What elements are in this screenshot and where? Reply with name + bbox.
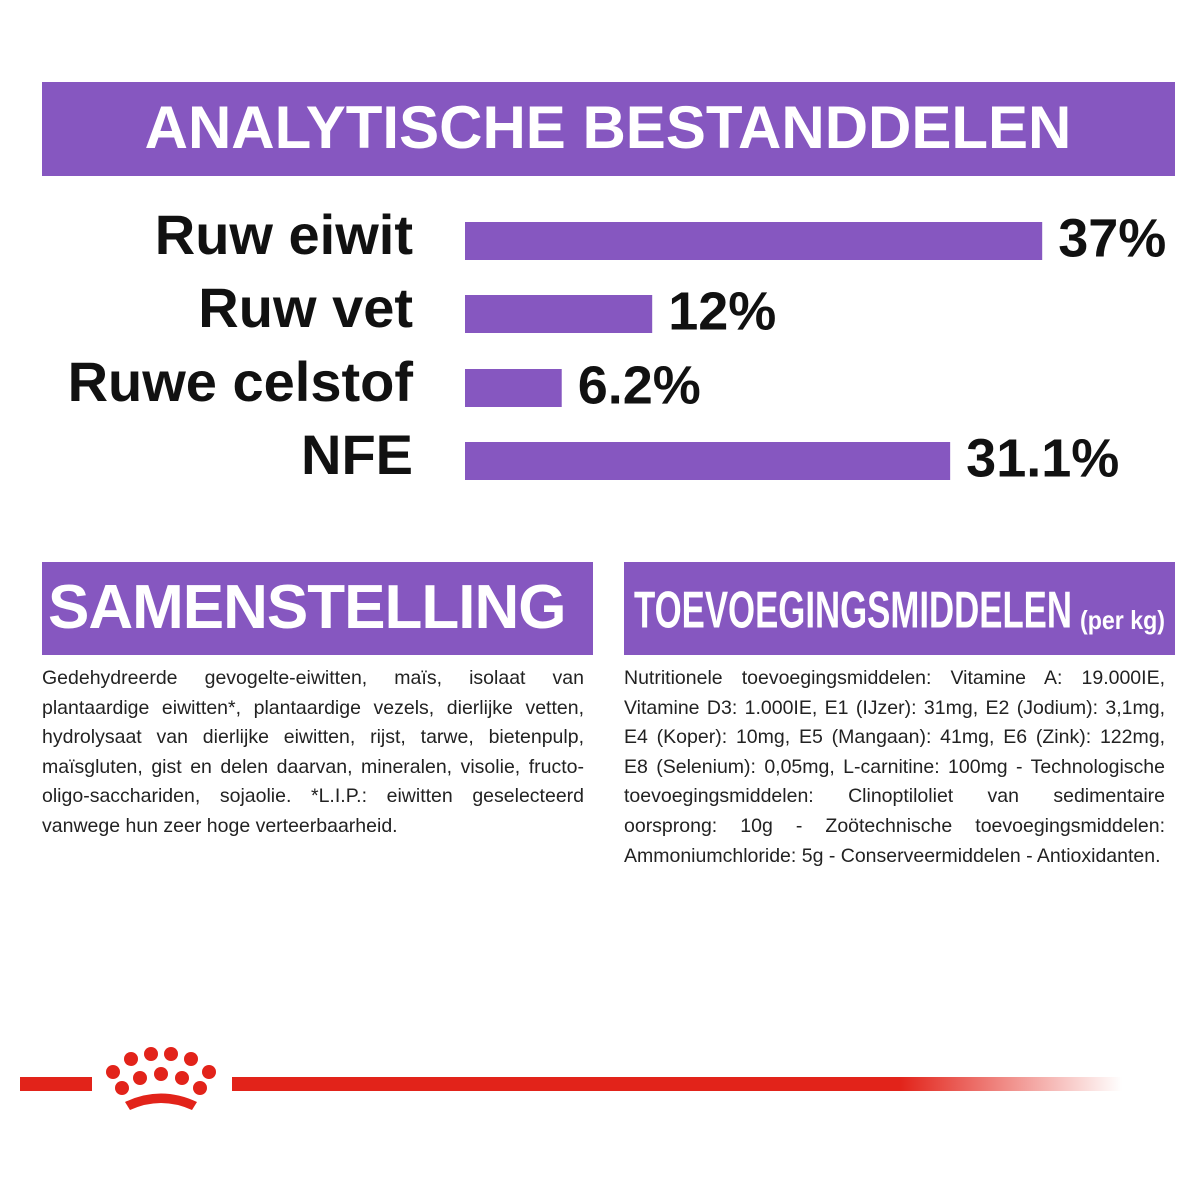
category-label: Ruw vet <box>198 276 413 339</box>
additives-title: TOEVOEGINGSMIDDELEN <box>634 582 1072 640</box>
bar <box>465 369 562 407</box>
category-label: Ruwe celstof <box>68 350 414 413</box>
title-banner <box>42 82 1175 176</box>
value-label: 12% <box>668 281 776 341</box>
value-label: 6.2% <box>578 355 701 415</box>
composition-text: Gedehydreerde gevogelte-eiwitten, maïs, … <box>42 667 584 837</box>
additives-title-svg: TOEVOEGINGSMIDDELEN (per kg) <box>634 582 1165 640</box>
additives-banner: TOEVOEGINGSMIDDELEN (per kg) <box>624 562 1175 655</box>
chart: ANALYTISCHE BESTANDDELEN Ruw eiwit 37% Ruw… <box>42 82 1175 488</box>
bar <box>465 442 951 480</box>
chart-title: ANALYTISCHE BESTANDDELEN <box>145 94 1072 161</box>
crown-logo <box>106 1047 216 1110</box>
bar <box>465 222 1043 260</box>
category-label: NFE <box>301 423 413 486</box>
composition-banner: SAMENSTELLING <box>42 562 593 655</box>
additives-text: Nutritionele toevoegingsmiddelen: Vitami… <box>624 667 1165 867</box>
value-label: 31.1% <box>966 428 1119 488</box>
bar <box>465 295 653 333</box>
category-label: Ruw eiwit <box>155 203 413 266</box>
footer-line <box>232 1077 1122 1091</box>
footer-line <box>20 1077 92 1091</box>
brand-footer <box>20 1047 1122 1110</box>
composition-title: SAMENSTELLING <box>48 573 566 642</box>
additives-unit: (per kg) <box>1080 605 1165 635</box>
value-label: 37% <box>1058 208 1166 268</box>
